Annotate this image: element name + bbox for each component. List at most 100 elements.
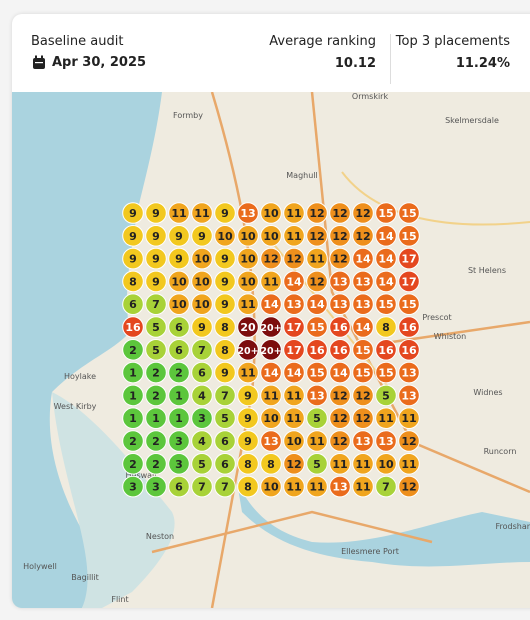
- rank-label: 12: [355, 207, 370, 220]
- place-label: Whiston: [434, 332, 466, 341]
- metric-value: 11.24%: [455, 56, 510, 71]
- sea: [12, 92, 162, 608]
- rank-label: 13: [401, 367, 416, 380]
- divider: [390, 34, 391, 84]
- rank-label: 10: [240, 275, 256, 288]
- rank-label: 6: [221, 435, 229, 448]
- rank-label: 15: [401, 207, 416, 220]
- rank-label: 11: [378, 412, 393, 425]
- rank-pin: [329, 225, 351, 247]
- rank-pin: [237, 202, 259, 224]
- rank-pin: [329, 247, 351, 270]
- rank-label: 12: [263, 253, 278, 266]
- metric-value: 10.12: [334, 56, 376, 71]
- rank-label: 1: [129, 412, 137, 425]
- rank-pin: [191, 430, 213, 452]
- rank-pin: [168, 453, 190, 475]
- rank-label: 9: [152, 230, 160, 243]
- rank-label: 2: [152, 458, 160, 471]
- rank-pin: [398, 270, 420, 293]
- rank-label: 16: [332, 321, 348, 334]
- calendar-icon: [33, 55, 45, 69]
- rank-pin: [214, 430, 236, 452]
- rank-label: 1: [175, 389, 183, 402]
- rank-label: 11: [355, 481, 370, 494]
- rank-pin: [306, 430, 328, 452]
- rank-label: 11: [309, 435, 324, 448]
- rank-label: 15: [401, 298, 416, 311]
- rank-pin: [260, 430, 282, 452]
- rank-label: 6: [198, 367, 206, 380]
- rank-pin: [329, 430, 351, 452]
- rank-pin: [329, 475, 351, 498]
- rank-label: 20+: [237, 346, 258, 357]
- audit-date: Apr 30, 2025: [52, 55, 147, 70]
- place-label: Ormskirk: [352, 92, 389, 101]
- rank-label: 14: [378, 275, 394, 288]
- rank-label: 10: [263, 230, 279, 243]
- rank-pin: [260, 202, 282, 224]
- place-label: Ellesmere Port: [341, 547, 399, 556]
- rank-pin: [122, 475, 144, 498]
- rank-pin: [145, 384, 167, 407]
- rank-pin: [145, 202, 167, 224]
- rank-label: 10: [263, 481, 279, 494]
- rank-pin: [145, 453, 167, 475]
- rank-pin: [122, 361, 144, 384]
- rank-pin: [375, 270, 397, 293]
- rank-pin: [260, 407, 282, 430]
- rank-pin: [168, 247, 190, 270]
- rank-label: 13: [332, 275, 347, 288]
- rank-label: 13: [355, 275, 370, 288]
- rank-label: 14: [286, 275, 302, 288]
- rank-pin: [237, 361, 259, 384]
- rank-label: 20+: [260, 346, 281, 357]
- rank-pin: [237, 270, 259, 293]
- rank-label: 14: [332, 367, 348, 380]
- rank-pin: [398, 361, 420, 384]
- rank-pin: [352, 293, 374, 315]
- rank-label: 7: [198, 481, 206, 494]
- rank-pin: [191, 202, 213, 224]
- rank-label: 2: [129, 435, 137, 448]
- rank-label: 7: [198, 344, 206, 357]
- rank-pin: [375, 384, 397, 407]
- place-label: Maghull: [286, 171, 317, 180]
- river: [237, 482, 530, 567]
- rank-label: 10: [263, 412, 279, 425]
- rank-pin: [168, 430, 190, 452]
- rank-pin: [260, 453, 282, 475]
- metric-label: Top 3 placements: [395, 34, 510, 49]
- place-label: St Helens: [468, 266, 506, 275]
- rank-pin: [306, 225, 328, 247]
- rank-label: 9: [244, 435, 252, 448]
- rank-label: 14: [355, 321, 371, 334]
- rank-pin: [145, 316, 167, 338]
- rank-label: 10: [194, 253, 210, 266]
- rank-label: 13: [355, 298, 370, 311]
- rank-label: 8: [244, 481, 252, 494]
- rank-label: 11: [263, 389, 278, 402]
- rank-label: 12: [401, 435, 416, 448]
- rank-pin: [306, 202, 328, 224]
- rank-label: 1: [175, 412, 183, 425]
- rank-label: 13: [332, 481, 347, 494]
- rank-label: 12: [355, 230, 370, 243]
- rank-pin: [168, 316, 190, 338]
- rank-label: 12: [332, 435, 347, 448]
- rank-label: 12: [309, 230, 324, 243]
- rank-label: 15: [378, 367, 393, 380]
- rank-pin: [398, 407, 420, 430]
- rank-label: 8: [221, 344, 229, 357]
- place-label: Runcorn: [484, 447, 517, 456]
- rank-label: 11: [286, 412, 301, 425]
- rank-label: 10: [194, 298, 210, 311]
- rank-label: 15: [309, 321, 324, 334]
- rank-label: 14: [309, 298, 325, 311]
- rank-pin: [145, 430, 167, 452]
- rank-pin: [214, 247, 236, 270]
- rank-label: 16: [378, 344, 394, 357]
- rank-pin: [214, 407, 236, 430]
- rank-pin: [168, 361, 190, 384]
- rank-pin: [283, 407, 305, 430]
